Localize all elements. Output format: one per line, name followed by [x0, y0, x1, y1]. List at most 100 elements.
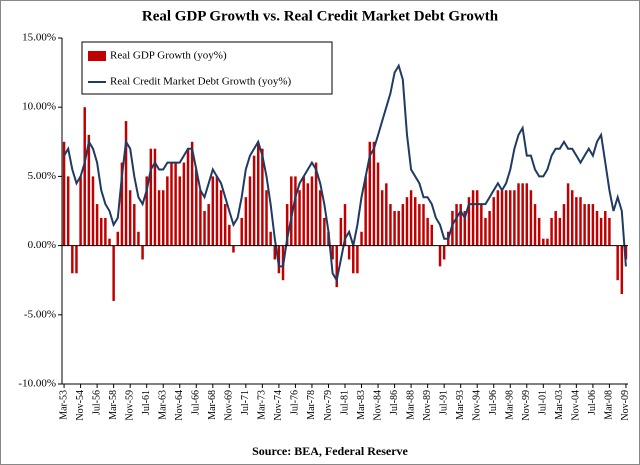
- bar: [75, 245, 78, 274]
- bar: [314, 162, 318, 246]
- bar: [496, 190, 500, 246]
- x-tick-label: Mar-68: [207, 390, 218, 420]
- bar: [525, 183, 529, 246]
- bar: [203, 211, 206, 246]
- bar: [207, 204, 210, 246]
- bar: [112, 245, 115, 301]
- bar: [459, 204, 462, 246]
- bar: [195, 169, 198, 246]
- y-tick-label: 15.00%: [22, 32, 56, 44]
- bar: [616, 245, 619, 281]
- bar: [376, 162, 380, 246]
- x-tick-label: Mar-73: [257, 390, 268, 420]
- x-tick-label: Nov-89: [422, 390, 433, 421]
- bar: [624, 245, 628, 260]
- chart-title: Real GDP Growth vs. Real Credit Market D…: [142, 8, 499, 24]
- bar: [232, 245, 235, 253]
- bar: [397, 211, 400, 246]
- bar: [509, 190, 512, 246]
- bar: [393, 211, 396, 246]
- x-tick-label: Nov-99: [521, 390, 532, 421]
- x-tick-label: Jul-71: [240, 390, 251, 415]
- bar: [533, 204, 537, 246]
- bar: [149, 148, 153, 246]
- bar: [240, 217, 243, 246]
- bar: [418, 204, 421, 246]
- bar: [529, 190, 533, 246]
- x-tick-label: Mar-53: [58, 390, 69, 420]
- bar: [455, 204, 458, 246]
- x-tick-label: Mar-58: [108, 390, 119, 420]
- bar: [310, 176, 314, 246]
- bar: [190, 141, 194, 246]
- bar: [108, 238, 111, 246]
- x-tick-label: Jul-61: [141, 390, 152, 415]
- bar: [583, 204, 586, 246]
- bar: [182, 162, 186, 246]
- bar: [401, 204, 405, 246]
- bar: [290, 176, 293, 246]
- bar: [153, 148, 157, 246]
- x-tick-label: Mar-03: [554, 390, 565, 420]
- x-tick-label: Mar-08: [604, 390, 615, 420]
- x-tick-label: Mar-98: [505, 390, 516, 420]
- bar: [91, 176, 95, 246]
- bar: [587, 204, 590, 246]
- bar: [318, 190, 322, 246]
- x-tick-label: Jul-56: [91, 390, 102, 415]
- bar: [219, 190, 223, 246]
- bar: [120, 162, 124, 246]
- bar: [591, 204, 595, 246]
- bar: [174, 162, 177, 246]
- bar: [517, 183, 520, 246]
- legend-label: Real GDP Growth (yoy%): [110, 50, 227, 62]
- bar: [87, 134, 91, 246]
- bar: [372, 141, 376, 246]
- bar: [488, 211, 491, 246]
- bar: [504, 190, 508, 246]
- bar: [215, 176, 219, 246]
- legend-label: Real Credit Market Debt Growth (yoy%): [110, 76, 291, 88]
- bar: [352, 245, 355, 274]
- bar: [116, 231, 120, 246]
- bar: [62, 141, 66, 246]
- bar: [71, 245, 74, 274]
- bar: [104, 217, 107, 246]
- y-tick-label: 0.00%: [28, 239, 56, 251]
- bar: [537, 217, 541, 246]
- bar: [137, 231, 140, 246]
- bar: [335, 245, 338, 288]
- bar: [385, 183, 388, 246]
- bar: [364, 176, 367, 246]
- bar: [484, 217, 487, 246]
- bar: [550, 217, 553, 246]
- x-tick-label: Mar-78: [306, 390, 317, 420]
- bar: [599, 217, 603, 246]
- bar: [542, 238, 545, 246]
- x-tick-label: Jul-06: [587, 390, 598, 415]
- bar: [595, 211, 599, 246]
- bar: [128, 190, 132, 246]
- bar: [244, 197, 248, 246]
- y-tick-label: 5.00%: [28, 170, 56, 182]
- bar: [285, 204, 289, 246]
- x-tick-label: Nov-94: [472, 390, 483, 421]
- bar: [83, 107, 86, 246]
- line: [63, 63, 627, 283]
- x-tick-label: Nov-54: [75, 390, 86, 421]
- bar: [356, 245, 359, 274]
- legend-box: [81, 41, 333, 95]
- bar: [145, 176, 148, 246]
- bar: [566, 183, 570, 246]
- bar: [451, 211, 454, 246]
- x-tick-label: Mar-83: [356, 390, 367, 420]
- x-tick-label: Jul-01: [538, 390, 549, 415]
- bar: [360, 231, 363, 246]
- bar: [579, 197, 582, 246]
- bar: [347, 245, 351, 260]
- source: Source: BEA, Federal Reserve: [252, 444, 408, 458]
- bar: [463, 211, 467, 246]
- bar: [252, 155, 256, 246]
